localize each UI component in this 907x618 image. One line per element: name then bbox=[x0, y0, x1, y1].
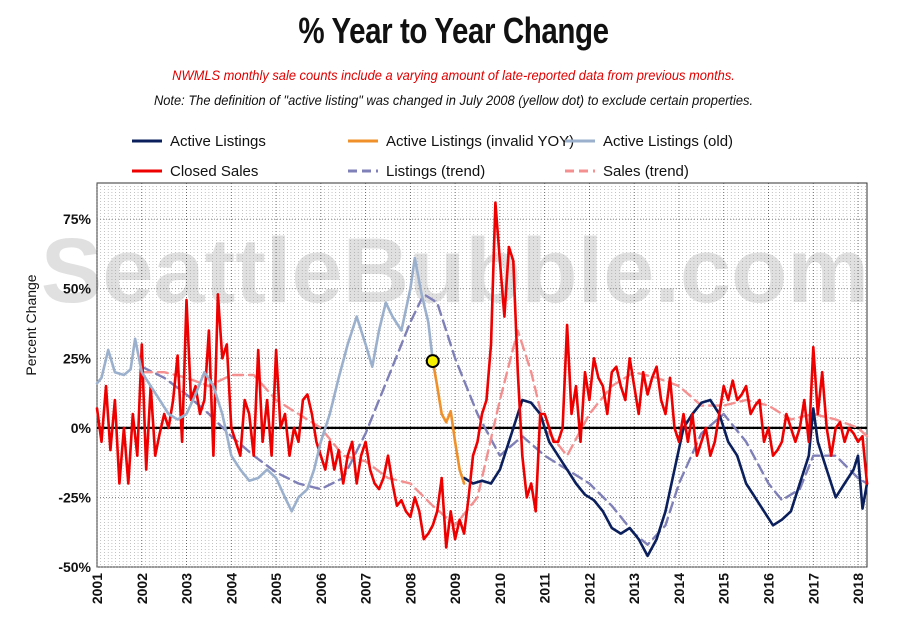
yellow-dot-marker bbox=[425, 354, 440, 369]
series-line bbox=[95, 256, 435, 513]
legend-label: Active Listings (old) bbox=[603, 133, 733, 150]
x-tick-label: 2004 bbox=[223, 573, 239, 604]
chart-subtitle-late-data: NWMLS monthly sale counts include a vary… bbox=[172, 67, 735, 83]
chart-subtitle-note: Note: The definition of "active listing"… bbox=[153, 92, 754, 108]
chart-title: % Year to Year Change bbox=[298, 10, 609, 51]
x-tick-label: 2013 bbox=[626, 573, 642, 604]
x-tick-label: 2008 bbox=[402, 573, 418, 604]
series-line bbox=[431, 359, 466, 485]
legend-label: Listings (trend) bbox=[386, 163, 485, 180]
x-tick-label: 2002 bbox=[134, 573, 150, 604]
x-tick-label: 2015 bbox=[716, 573, 732, 604]
y-tick-label: -50% bbox=[58, 559, 91, 575]
x-tick-label: 2009 bbox=[447, 573, 463, 604]
x-tick-label: 2003 bbox=[179, 573, 195, 604]
series-line bbox=[95, 201, 869, 549]
legend-label: Active Listings (invalid YOY) bbox=[386, 133, 574, 150]
x-tick-label: 2017 bbox=[805, 573, 821, 604]
x-tick-label: 2014 bbox=[671, 573, 687, 604]
y-axis-label: Percent Change bbox=[23, 274, 39, 375]
series-line bbox=[140, 329, 869, 527]
legend-label: Closed Sales bbox=[170, 163, 258, 180]
x-tick-label: 2001 bbox=[89, 573, 105, 604]
x-tick-label: 2006 bbox=[313, 573, 329, 604]
x-tick-label: 2011 bbox=[537, 573, 553, 604]
legend-label: Active Listings bbox=[170, 133, 266, 150]
x-tick-label: 2007 bbox=[358, 573, 374, 604]
x-tick-label: 2012 bbox=[581, 573, 597, 604]
x-tick-label: 2016 bbox=[761, 573, 777, 604]
y-tick-label: 50% bbox=[63, 281, 92, 297]
x-tick-label: 2018 bbox=[850, 573, 866, 604]
y-tick-label: -25% bbox=[58, 489, 91, 505]
x-tick-label: 2005 bbox=[268, 573, 284, 604]
series-line bbox=[462, 398, 869, 558]
legend-label: Sales (trend) bbox=[603, 163, 689, 180]
y-tick-label: 0% bbox=[71, 420, 92, 436]
y-tick-label: 75% bbox=[63, 211, 92, 227]
x-tick-label: 2010 bbox=[492, 573, 508, 604]
y-tick-label: 25% bbox=[63, 350, 92, 366]
